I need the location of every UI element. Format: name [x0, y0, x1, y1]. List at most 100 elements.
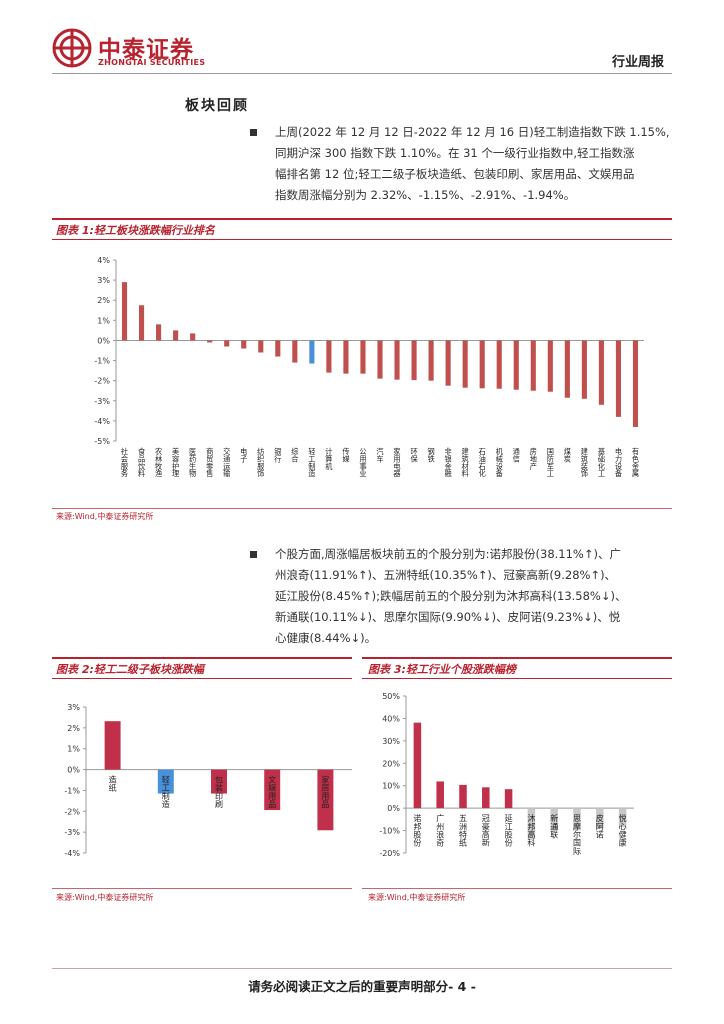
text-line: 个股方面,周涨幅居板块前五的个股分别为:诺邦股份(38.11%↑)、广: [275, 547, 621, 561]
x-category-label: 诺邦股份: [413, 813, 421, 847]
bullet-icon: [250, 129, 257, 136]
x-category-label: 文娱用品: [268, 775, 276, 809]
y-tick-label: -5%: [94, 437, 110, 446]
bar: [496, 340, 502, 389]
y-tick-label: -10%: [379, 827, 400, 836]
x-category-label: 国防军工: [547, 447, 554, 478]
bar: [258, 340, 264, 353]
text-line: 上周(2022 年 12 月 12 日-2022 年 12 月 16 日)轻工制…: [275, 125, 670, 139]
logo-cn: 中泰证券: [98, 37, 194, 63]
x-category-label: 钢铁: [427, 447, 434, 463]
x-category-label: 农林牧渔: [155, 447, 162, 478]
figure-2-title-rule: [52, 678, 352, 679]
y-tick-label: -3%: [94, 397, 110, 406]
bar: [309, 340, 315, 364]
x-category-label: 广州浪奇: [436, 813, 444, 847]
x-category-label: 延江股份: [505, 813, 513, 847]
bar: [241, 340, 247, 349]
y-tick-label: 20%: [382, 759, 400, 768]
x-category-label: 交通运输: [223, 447, 230, 478]
bar: [377, 340, 383, 379]
y-tick-label: 1%: [67, 745, 80, 754]
y-tick-label: -2%: [64, 807, 80, 816]
bar: [411, 340, 417, 381]
bar: [618, 808, 627, 828]
y-tick-label: -2%: [94, 377, 110, 386]
x-category-label: 房地产: [530, 447, 537, 471]
y-tick-label: 0%: [67, 766, 80, 775]
y-tick-label: 3%: [67, 703, 80, 712]
bar: [413, 722, 422, 809]
bar: [264, 769, 281, 811]
bar: [462, 340, 468, 388]
x-category-label: 综合: [291, 447, 298, 463]
text-line: 幅排名第 12 位;轻工二级子板块造纸、包装印刷、家居用品、文娱用品: [275, 167, 635, 181]
y-tick-label: 50%: [382, 692, 400, 701]
text-line: 指数周涨幅分别为 2.32%、-1.15%、-2.91%、-1.94%。: [275, 188, 576, 202]
y-tick-label: 40%: [382, 714, 400, 723]
x-category-label: 商贸零售: [206, 447, 213, 478]
bar: [573, 808, 581, 831]
x-category-label: 计算机: [325, 447, 333, 471]
x-category-label: 家用电器: [393, 447, 400, 478]
x-category-label: 纺织服饰: [257, 447, 264, 478]
bar: [459, 784, 467, 809]
x-category-label: 环保: [410, 447, 418, 463]
figure-2-title: 图表 2:轻工二级子板块涨跌幅: [56, 663, 204, 676]
x-category-label: 汽车: [376, 447, 383, 463]
bar: [157, 769, 174, 794]
y-tick-label: -1%: [94, 357, 110, 366]
x-category-label: 包装印刷: [215, 775, 223, 809]
figure-1-bottom-rule: [52, 508, 672, 509]
x-category-label: 电力设备: [615, 447, 622, 478]
x-category-label: 悦心健康: [619, 813, 627, 847]
bar: [632, 340, 639, 427]
figure-1-title-rule: [52, 239, 672, 240]
figure-2-top-rule: [52, 657, 352, 659]
bar: [479, 340, 485, 389]
x-category-label: 通信: [513, 447, 520, 463]
bar: [317, 769, 334, 831]
x-category-label: 公用事业: [359, 447, 366, 478]
bar: [596, 808, 604, 829]
y-tick-label: 2%: [97, 296, 110, 305]
x-category-label: 煤炭: [564, 447, 571, 463]
y-tick-label: -4%: [64, 849, 80, 858]
bar: [394, 340, 400, 380]
bar: [445, 340, 451, 386]
figure-1-source: 来源:Wind,中泰证券研究所: [56, 512, 154, 521]
x-category-label: 皮阿诺: [596, 813, 604, 839]
x-category-label: 基础化工: [598, 447, 605, 478]
bar: [138, 305, 145, 341]
bar: [104, 721, 121, 770]
x-category-label: 造纸: [109, 775, 117, 793]
x-category-label: 建筑材料: [462, 447, 469, 478]
x-category-label: 冠豪高新: [482, 814, 490, 847]
figure-1-top-rule: [52, 218, 672, 220]
figure-1-chart: 4% 3% 2% 1% 0% -1% -2% -3% -4% -5% 社会服务 食品饮料 农林牧渔 美容护…: [94, 256, 644, 478]
x-category-label: 思摩尔国际: [573, 814, 581, 856]
y-tick-label: 3%: [97, 276, 110, 285]
bar: [550, 808, 558, 831]
company-logo-icon: [52, 28, 92, 68]
paragraph-stocks: 个股方面,周涨幅居板块前五的个股分别为:诺邦股份(38.11%↑)、广 州浪奇(…: [275, 544, 673, 649]
x-category-label: 有色金属: [632, 447, 639, 478]
x-category-label: 非银金融: [445, 447, 452, 478]
text-line: 同期沪深 300 指数下跌 1.10%。在 31 个一级行业指数中,轻工指数涨: [275, 146, 635, 160]
bar: [530, 340, 536, 391]
footer-disclaimer: 请务必阅读正文之后的重要声明部分- 4 -: [248, 979, 476, 994]
bar: [527, 808, 536, 839]
y-tick-label: 0%: [387, 804, 400, 813]
y-tick-label: 4%: [97, 256, 110, 265]
x-category-label: 新通联: [550, 813, 558, 839]
text-line: 州浪奇(11.91%↑)、五洲特纸(10.35%↑)、冠豪高新(9.28%↑)、: [275, 568, 617, 582]
bar: [547, 340, 553, 392]
x-category-label: 五洲特纸: [459, 814, 467, 847]
text-line: 心健康(8.44%↓)。: [275, 631, 377, 645]
x-category-label: 银行: [274, 447, 281, 463]
bar: [211, 769, 227, 794]
x-category-label: 电子: [240, 447, 247, 463]
y-tick-label: 10%: [382, 782, 400, 791]
footer-rule: [52, 968, 672, 969]
bar: [482, 787, 490, 809]
